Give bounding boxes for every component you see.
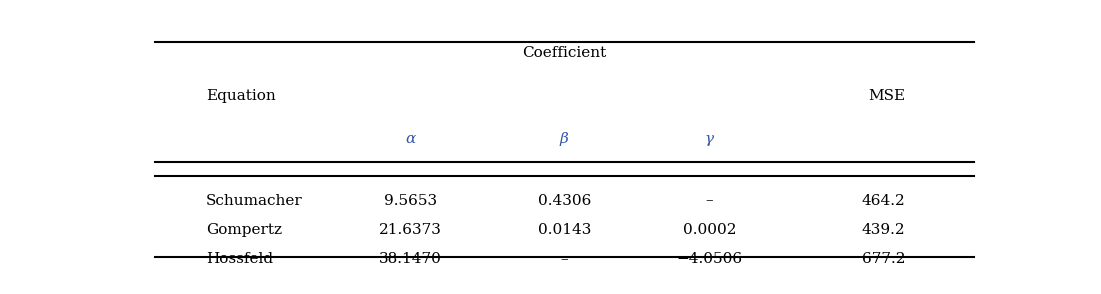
Text: Hossfeld: Hossfeld <box>206 252 273 266</box>
Text: 677.2: 677.2 <box>862 252 905 266</box>
Text: −4.0506: −4.0506 <box>676 252 742 266</box>
Text: 0.0143: 0.0143 <box>537 223 591 237</box>
Text: Equation: Equation <box>206 89 275 103</box>
Text: α: α <box>405 132 416 146</box>
Text: β: β <box>559 132 569 146</box>
Text: 0.4306: 0.4306 <box>537 193 591 208</box>
Text: 38.1470: 38.1470 <box>379 252 443 266</box>
Text: 0.0002: 0.0002 <box>683 223 737 237</box>
Text: MSE: MSE <box>869 89 905 103</box>
Text: –: – <box>560 252 568 266</box>
Text: Coefficient: Coefficient <box>522 46 607 60</box>
Text: 464.2: 464.2 <box>862 193 905 208</box>
Text: Gompertz: Gompertz <box>206 223 282 237</box>
Text: 439.2: 439.2 <box>862 223 905 237</box>
Text: 21.6373: 21.6373 <box>379 223 443 237</box>
Text: –: – <box>706 193 713 208</box>
Text: 9.5653: 9.5653 <box>384 193 437 208</box>
Text: Schumacher: Schumacher <box>206 193 303 208</box>
Text: γ: γ <box>705 132 713 146</box>
